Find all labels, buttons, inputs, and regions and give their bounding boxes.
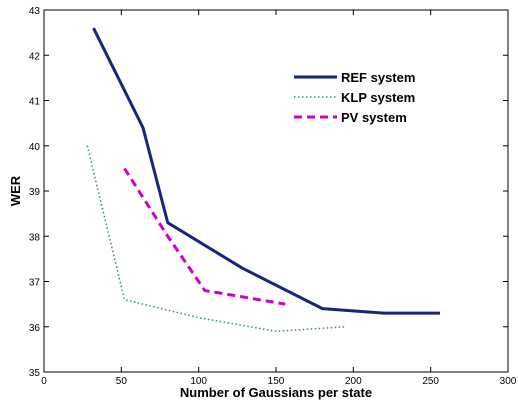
x-tick-label: 250 [422, 376, 439, 387]
y-tick-label: 43 [29, 6, 41, 17]
y-tick-label: 35 [29, 368, 41, 379]
x-tick-label: 200 [345, 376, 362, 387]
series-line-ref-system [92, 27, 440, 315]
y-tick-label: 39 [29, 187, 41, 198]
series-line-klp-system [86, 145, 346, 333]
y-tick-label: 37 [29, 278, 41, 289]
plot-area [43, 9, 509, 373]
y-tick-label: 36 [29, 323, 41, 334]
x-tick-label: 100 [190, 376, 207, 387]
legend-label: REF system [341, 70, 415, 85]
x-tick-label: 150 [268, 376, 285, 387]
x-axis-label: Number of Gaussians per state [180, 385, 372, 400]
x-tick-label: 0 [41, 376, 47, 387]
series-layer [86, 27, 440, 333]
y-tick-label: 41 [29, 97, 41, 108]
legend-label: PV system [341, 110, 407, 125]
y-tick-label: 40 [29, 142, 41, 153]
y-tick-label: 38 [29, 232, 41, 243]
y-tick-label: 42 [29, 51, 41, 62]
series-line-pv-system [123, 167, 286, 306]
axis-ticks: 0 50 100 150 200 250 300 35 36 37 38 39 40 41 42 43 [29, 6, 517, 387]
x-tick-label: 300 [500, 376, 517, 387]
y-axis-label: WER [8, 175, 23, 206]
legend: REF system KLP system PV system [294, 70, 415, 125]
legend-label: KLP system [341, 90, 415, 105]
x-tick-label: 50 [116, 376, 128, 387]
